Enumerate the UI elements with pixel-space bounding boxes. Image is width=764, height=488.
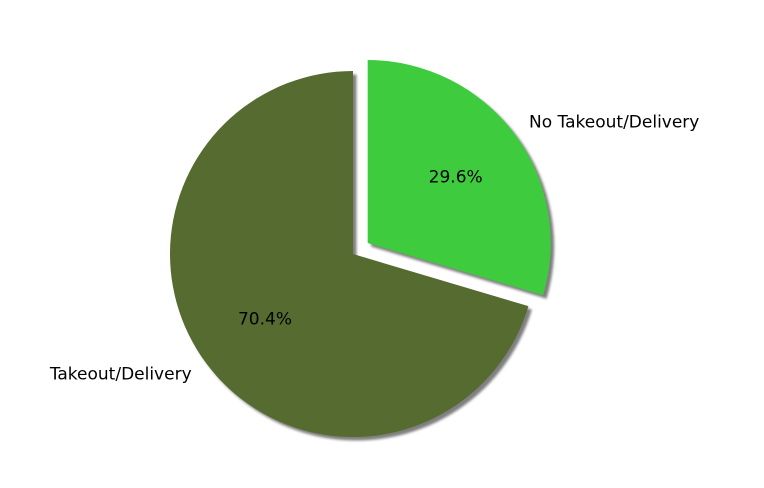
slice-category-label: Takeout/Delivery <box>49 364 192 384</box>
slice-percent-label: 70.4% <box>238 310 292 330</box>
slice-labels: No Takeout/Delivery 29.6% Takeout/Delivery… <box>49 113 700 385</box>
pie-slice <box>367 60 551 296</box>
slice-category-label: No Takeout/Delivery <box>529 113 699 133</box>
slices <box>170 60 551 437</box>
slice-percent-label: 29.6% <box>429 167 483 187</box>
pie-slice <box>170 70 529 437</box>
